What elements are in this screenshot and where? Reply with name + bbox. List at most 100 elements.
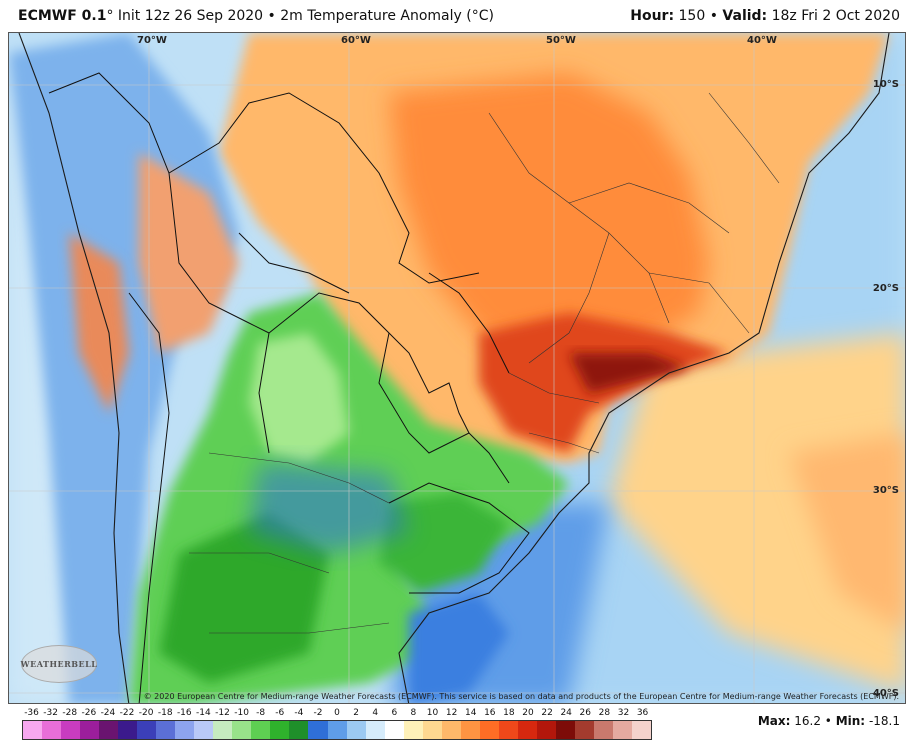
colorbar-swatches	[22, 720, 652, 740]
colorbar-tick-label: 10	[426, 708, 439, 718]
min-value: -18.1	[868, 714, 900, 728]
colorbar-tick-label: 2	[353, 708, 359, 718]
colorbar-swatch	[194, 721, 214, 739]
valid-label: Valid:	[722, 8, 768, 24]
colorbar-swatch	[289, 721, 309, 739]
colorbar-swatch	[460, 721, 480, 739]
colorbar-swatch	[251, 721, 271, 739]
colorbar-swatch	[384, 721, 404, 739]
colorbar-tick-label: -22	[119, 708, 135, 718]
colorbar-tick-label: -26	[81, 708, 97, 718]
river-plate-cool	[409, 593, 509, 703]
separator: •	[709, 8, 718, 24]
colorbar-swatch	[137, 721, 157, 739]
coastline	[18, 33, 890, 703]
colorbar-swatch	[213, 721, 233, 739]
colorbar-swatch	[23, 721, 43, 739]
colorbar-tick-label: 18	[503, 708, 515, 718]
degree-symbol: °	[106, 8, 114, 24]
colorbar-swatch	[498, 721, 518, 739]
colorbar-swatch	[632, 721, 652, 739]
colorbar-tick-label: -4	[294, 708, 304, 718]
colorbar-tick-label: -14	[196, 708, 211, 718]
colorbar-tick-label: -24	[100, 708, 116, 718]
colorbar-tick-label: -2	[313, 708, 323, 718]
colorbar: -36 -32 -28 -26 -24 -22 -20 -18 -16 -14 -12 -10 -8 -6…	[22, 708, 652, 740]
colorbar-tick-label: 12	[445, 708, 458, 718]
map-header: ECMWF 0.1° Init 12z 26 Sep 2020 • 2m Tem…	[0, 0, 914, 32]
strong-warm-anomaly	[389, 73, 709, 363]
colorbar-tick-label: 28	[598, 708, 611, 718]
warm-ocean-anomaly-core	[789, 433, 905, 632]
colorbar-tick-label: 8	[410, 708, 417, 718]
colorbar-swatch	[232, 721, 252, 739]
colorbar-tick-label: 4	[372, 708, 379, 718]
colorbar-tick-label: -32	[43, 708, 58, 718]
max-value: 16.2	[794, 714, 821, 728]
model-name: ECMWF 0.1	[18, 8, 107, 24]
colorbar-tick-label: 36	[636, 708, 649, 718]
colorbar-swatch	[555, 721, 575, 739]
colorbar-swatch	[61, 721, 81, 739]
field-name: 2m Temperature Anomaly (°C)	[280, 8, 494, 24]
colorbar-tick-label: -28	[62, 708, 78, 718]
colorbar-swatch	[118, 721, 138, 739]
colorbar-swatch	[99, 721, 119, 739]
lon-label: 70°W	[137, 35, 167, 46]
valid-value: 18z Fri 2 Oct 2020	[771, 8, 900, 24]
colorbar-tick-label: 16	[484, 708, 496, 718]
colorbar-swatch	[156, 721, 176, 739]
colorbar-tick-label: -12	[215, 708, 230, 718]
colorbar-tick-label: -18	[157, 708, 173, 718]
colorbar-swatch	[612, 721, 632, 739]
colorbar-tick-label: 0	[334, 708, 340, 718]
colorbar-tick-label: -20	[138, 708, 154, 718]
colorbar-swatch	[441, 721, 461, 739]
colorbar-swatch	[346, 721, 366, 739]
colorbar-swatch	[175, 721, 195, 739]
colorbar-tick-label: -36	[24, 708, 39, 718]
weatherbell-logo: WEATHERBELL	[21, 645, 97, 683]
colorbar-tick-labels: -36 -32 -28 -26 -24 -22 -20 -18 -16 -14 -12 -10 -8 -6…	[22, 708, 652, 720]
coastal-warm-patch	[69, 233, 129, 413]
colorbar-swatch	[403, 721, 423, 739]
colorbar-swatch	[574, 721, 594, 739]
lat-label: 30°S	[872, 485, 899, 496]
copyright-notice: © 2020 European Centre for Medium-range …	[143, 692, 899, 701]
lon-label: 40°W	[747, 35, 777, 46]
lon-label: 50°W	[546, 35, 576, 46]
separator: •	[824, 714, 832, 728]
map-canvas	[9, 33, 905, 703]
colorbar-swatch	[536, 721, 556, 739]
temperature-anomaly-map[interactable]: 70°W 60°W 50°W 40°W 10°S 20°S 30°S 40°S …	[8, 32, 906, 704]
colorbar-swatch	[327, 721, 347, 739]
lat-label: 20°S	[872, 283, 899, 294]
colorbar-swatch	[479, 721, 499, 739]
blue-cold-band	[249, 463, 409, 553]
cold-anomaly-light	[249, 333, 349, 463]
separator: •	[267, 8, 276, 24]
colorbar-swatch	[42, 721, 62, 739]
colorbar-tick-label: 14	[464, 708, 477, 718]
colorbar-swatch	[80, 721, 100, 739]
colorbar-tick-label: -10	[234, 708, 249, 718]
state-borders	[189, 92, 780, 634]
hour-value: 150	[678, 8, 706, 24]
colorbar-swatch	[593, 721, 613, 739]
warm-ocean-anomaly	[609, 333, 905, 693]
country-borders	[48, 72, 530, 703]
colorbar-swatch	[270, 721, 290, 739]
colorbar-swatch	[517, 721, 537, 739]
hour-label: Hour:	[630, 8, 675, 24]
colorbar-tick-label: -16	[176, 708, 192, 718]
colorbar-tick-label: 24	[560, 708, 572, 718]
colorbar-tick-label: 32	[617, 708, 630, 718]
colorbar-swatch	[308, 721, 328, 739]
max-min-stats: Max: 16.2 • Min: -18.1	[758, 714, 900, 728]
colorbar-tick-label: 6	[391, 708, 398, 718]
header-left: ECMWF 0.1° Init 12z 26 Sep 2020 • 2m Tem…	[18, 8, 494, 24]
colorbar-swatch	[422, 721, 442, 739]
init-time: Init 12z 26 Sep 2020	[117, 8, 264, 24]
andes-warm-patch	[139, 153, 239, 353]
lat-label: 10°S	[872, 79, 899, 90]
